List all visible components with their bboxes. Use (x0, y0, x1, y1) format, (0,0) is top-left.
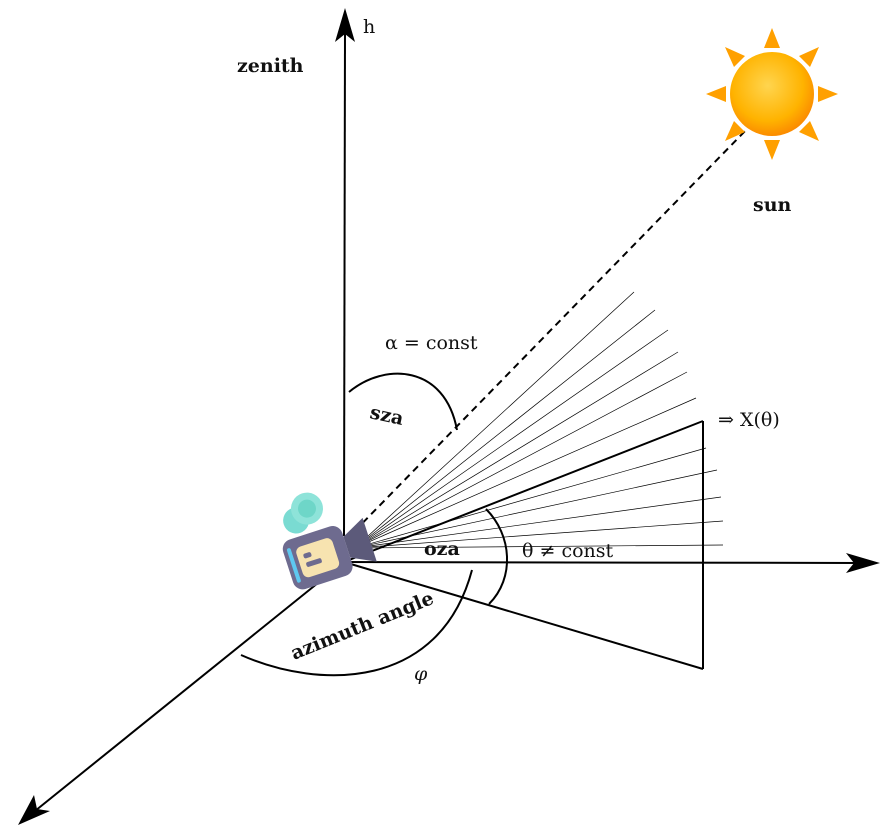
zenith-label: zenith (237, 55, 304, 77)
x-theta-label: ⇒ X(θ) (718, 409, 780, 431)
zenith-axis (335, 8, 355, 537)
theta-const-label: θ ≠ const (522, 540, 614, 562)
depth-axis (18, 561, 345, 825)
camera-icon (282, 492, 377, 590)
alpha-const-label: α = const (385, 332, 478, 354)
sun-icon (706, 28, 838, 160)
horizontal-arrowhead (846, 553, 880, 573)
view-frustum (343, 420, 704, 670)
sun-label: sun (753, 194, 792, 216)
depth-arrowhead (18, 795, 50, 825)
horizontal-axis (343, 553, 880, 573)
phi-label: φ (414, 663, 428, 685)
sza-arc (348, 372, 458, 431)
oza-label: oza (424, 538, 460, 560)
azimuth-arc (240, 569, 473, 677)
observation-ray-fan (354, 291, 724, 549)
zenith-arrowhead (335, 8, 355, 42)
sza-label: sza (368, 401, 406, 430)
h-axis-label: h (363, 16, 375, 38)
theta-arc (485, 508, 509, 605)
